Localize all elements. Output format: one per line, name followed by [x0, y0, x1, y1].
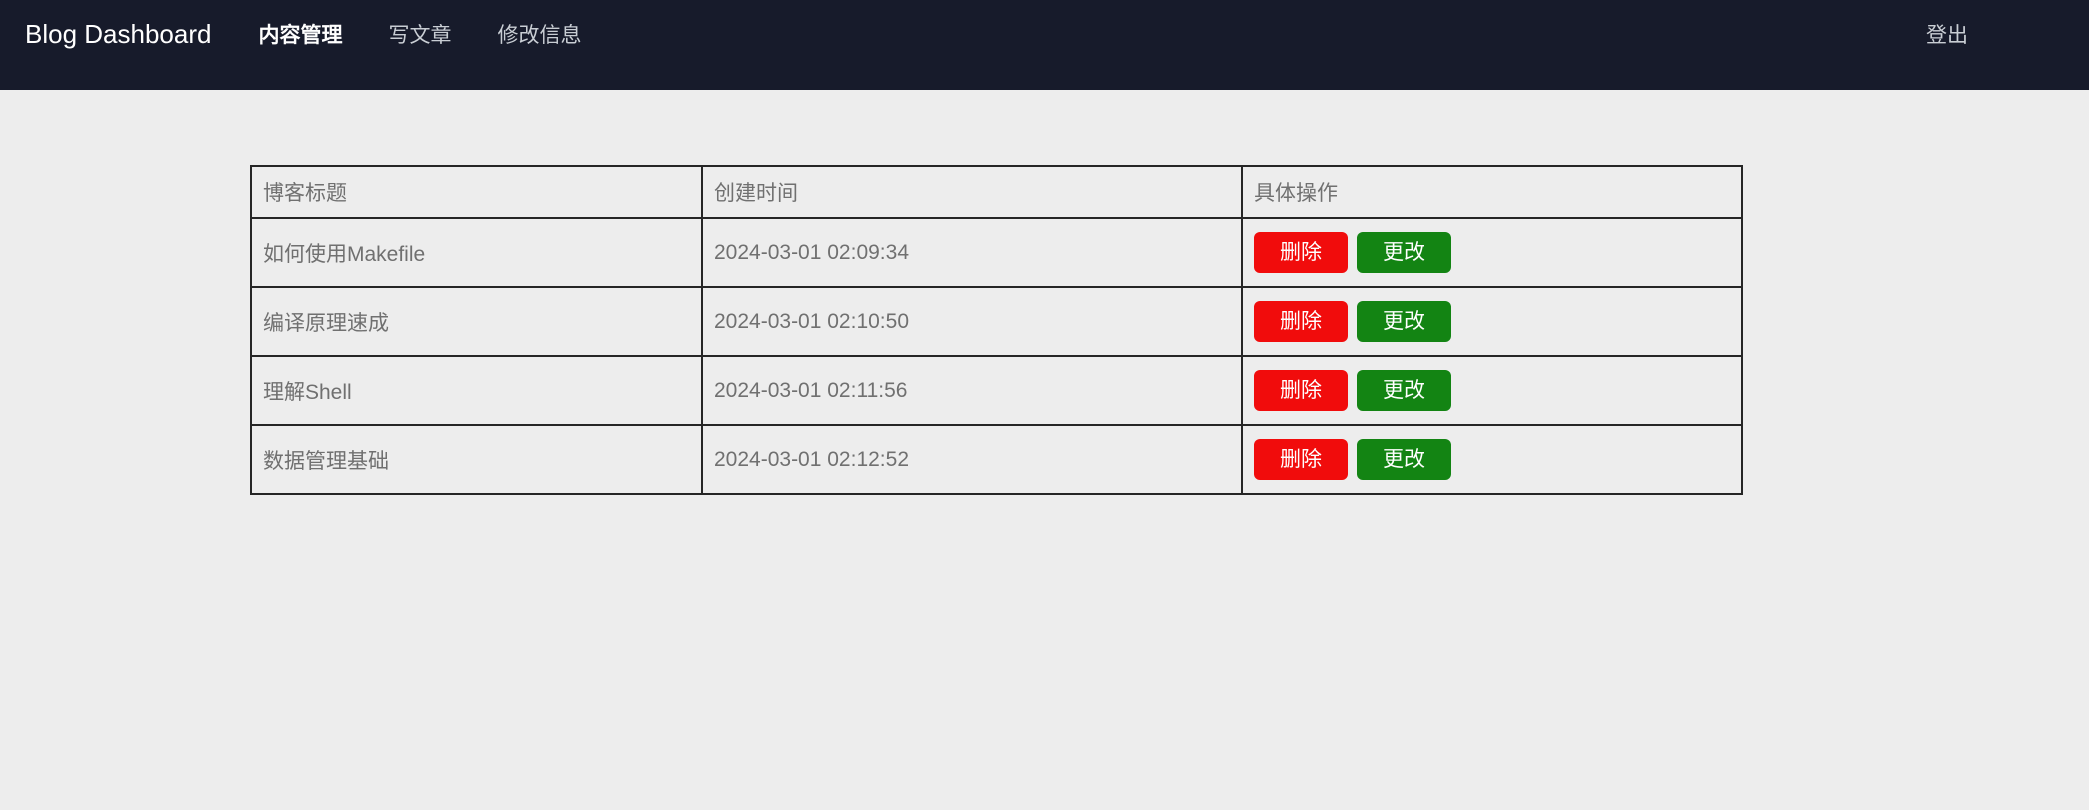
navbar-menu: 内容管理 写文章 修改信息 [258, 19, 581, 49]
actions-cell: 删除 更改 [1241, 217, 1743, 288]
table-body: 如何使用Makefile 2024-03-01 02:09:34 删除 更改 编译… [250, 217, 1743, 495]
table-header-row: 博客标题 创建时间 具体操作 [250, 165, 1743, 219]
navbar-brand[interactable]: Blog Dashboard [25, 18, 212, 49]
table-row: 编译原理速成 2024-03-01 02:10:50 删除 更改 [250, 286, 1743, 357]
table-row: 如何使用Makefile 2024-03-01 02:09:34 删除 更改 [250, 217, 1743, 288]
table-row: 理解Shell 2024-03-01 02:11:56 删除 更改 [250, 355, 1743, 426]
nav-item-edit-profile[interactable]: 修改信息 [497, 24, 582, 47]
blog-title-cell: 数据管理基础 [250, 424, 703, 495]
navbar: Blog Dashboard 内容管理 写文章 修改信息 登出 [0, 0, 2089, 90]
delete-button[interactable]: 删除 [1254, 232, 1348, 273]
update-button[interactable]: 更改 [1357, 439, 1451, 480]
created-time-cell: 2024-03-01 02:12:52 [701, 424, 1243, 495]
table-row: 数据管理基础 2024-03-01 02:12:52 删除 更改 [250, 424, 1743, 495]
update-button[interactable]: 更改 [1357, 232, 1451, 273]
actions-cell: 删除 更改 [1241, 424, 1743, 495]
update-button[interactable]: 更改 [1357, 301, 1451, 342]
delete-button[interactable]: 删除 [1254, 439, 1348, 480]
blog-title-cell: 如何使用Makefile [250, 217, 703, 288]
blog-title-cell: 编译原理速成 [250, 286, 703, 357]
actions-cell: 删除 更改 [1241, 286, 1743, 357]
created-time-cell: 2024-03-01 02:10:50 [701, 286, 1243, 357]
header-actions: 具体操作 [1241, 165, 1743, 219]
nav-item-write-post[interactable]: 写文章 [388, 24, 452, 47]
actions-cell: 删除 更改 [1241, 355, 1743, 426]
header-blog-title: 博客标题 [250, 165, 703, 219]
update-button[interactable]: 更改 [1357, 370, 1451, 411]
created-time-cell: 2024-03-01 02:09:34 [701, 217, 1243, 288]
delete-button[interactable]: 删除 [1254, 370, 1348, 411]
blog-title-cell: 理解Shell [250, 355, 703, 426]
delete-button[interactable]: 删除 [1254, 301, 1348, 342]
logout-link[interactable]: 登出 [1926, 24, 1968, 47]
nav-item-content-management[interactable]: 内容管理 [258, 24, 343, 47]
header-created-time: 创建时间 [701, 165, 1243, 219]
blog-posts-table: 博客标题 创建时间 具体操作 如何使用Makefile 2024-03-01 0… [250, 165, 1743, 495]
created-time-cell: 2024-03-01 02:11:56 [701, 355, 1243, 426]
content-area: 博客标题 创建时间 具体操作 如何使用Makefile 2024-03-01 0… [0, 165, 2089, 495]
